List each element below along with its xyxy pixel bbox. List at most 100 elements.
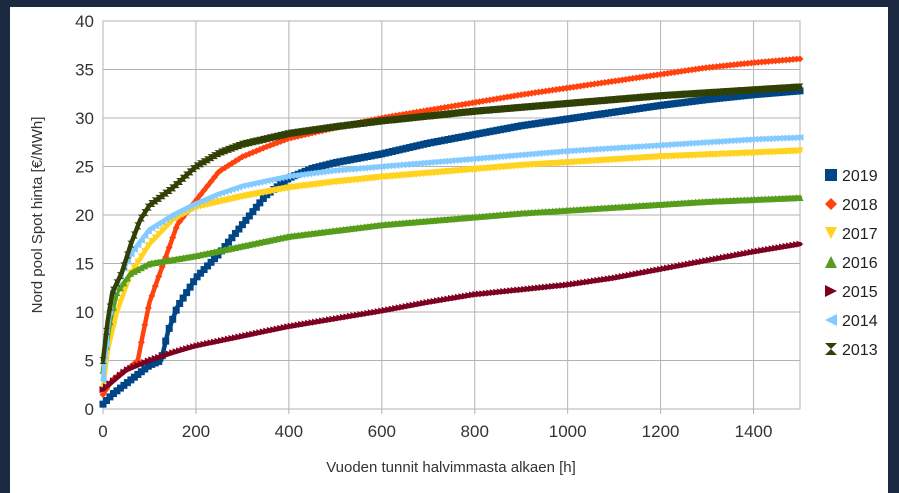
data-point: [148, 200, 156, 208]
data-point: [186, 283, 194, 291]
data-point: [211, 173, 219, 181]
legend-label: 2018: [842, 197, 878, 214]
data-point: [336, 166, 344, 174]
data-point: [402, 160, 410, 168]
data-point: [556, 148, 564, 156]
data-point: [486, 153, 494, 161]
y-tick-label: 20: [75, 206, 94, 225]
legend-label: 2014: [842, 313, 878, 330]
y-tick-label: 5: [85, 352, 94, 371]
data-point: [176, 218, 184, 226]
data-point: [793, 134, 801, 142]
data-point: [583, 146, 591, 154]
data-point: [618, 144, 626, 152]
data-point: [130, 231, 138, 239]
data-point: [489, 153, 497, 161]
data-point: [371, 163, 379, 171]
data-point: [235, 225, 243, 233]
data-point: [211, 255, 219, 263]
data-point: [479, 154, 487, 162]
data-point: [364, 164, 372, 172]
x-tick-label: 800: [461, 422, 489, 441]
data-point: [169, 184, 177, 192]
y-tick-label: 40: [75, 12, 94, 31]
data-point: [646, 142, 654, 150]
data-point: [134, 258, 142, 266]
data-point: [249, 208, 257, 216]
data-point: [186, 168, 194, 176]
y-tick-label: 30: [75, 109, 94, 128]
data-point: [193, 273, 201, 281]
data-point: [259, 195, 267, 203]
data-point: [137, 264, 145, 272]
data-point: [270, 175, 278, 183]
data-point: [569, 147, 577, 155]
data-point: [698, 139, 706, 147]
data-point: [193, 162, 201, 170]
data-point: [664, 141, 672, 149]
data-point: [273, 175, 281, 183]
data-point: [674, 140, 682, 148]
data-point: [228, 234, 236, 242]
data-point: [141, 232, 149, 240]
legend-label: 2019: [842, 168, 878, 185]
data-point: [141, 247, 149, 255]
data-point: [454, 156, 462, 164]
data-point: [256, 146, 264, 154]
data-point: [308, 169, 316, 177]
data-point: [99, 357, 107, 364]
data-point: [211, 152, 219, 160]
data-point: [437, 158, 445, 166]
data-point: [214, 251, 222, 259]
data-point: [507, 152, 515, 160]
data-point: [573, 146, 581, 154]
data-point: [796, 240, 804, 248]
data-point: [782, 134, 790, 142]
data-point: [162, 337, 170, 345]
legend-label: 2015: [842, 284, 878, 301]
legend-marker: [825, 227, 837, 239]
data-point: [224, 238, 232, 246]
data-point: [751, 135, 759, 143]
data-point: [137, 253, 145, 261]
data-point: [528, 150, 536, 158]
data-point: [284, 130, 292, 138]
data-point: [179, 174, 187, 182]
data-point: [134, 266, 142, 274]
data-point: [374, 163, 382, 171]
data-point: [242, 216, 250, 224]
data-point: [144, 227, 152, 235]
data-point: [420, 159, 428, 167]
data-point: [629, 143, 637, 151]
data-point: [705, 138, 713, 146]
data-point: [611, 144, 619, 152]
data-point: [367, 163, 375, 171]
data-point: [127, 250, 135, 258]
chart-panel: 0 5 10 15 20 25 30 35 40 0 200 400 600 800 1000 1200 140…: [10, 7, 888, 493]
data-point: [120, 262, 128, 270]
data-point: [695, 65, 703, 73]
data-point: [200, 266, 208, 274]
data-point: [190, 165, 198, 173]
data-point: [632, 143, 640, 151]
data-point: [158, 192, 166, 200]
data-point: [691, 139, 699, 147]
data-point: [130, 264, 138, 272]
data-point: [552, 148, 560, 156]
data-point: [716, 137, 724, 145]
legend-item: 2016: [825, 255, 878, 272]
series-2016: [99, 194, 804, 374]
data-point: [517, 151, 525, 159]
data-point: [305, 170, 313, 178]
data-point: [434, 158, 442, 166]
y-tick-label: 0: [85, 400, 94, 419]
data-point: [200, 186, 208, 194]
data-point: [155, 230, 163, 238]
legend-item: 2017: [825, 226, 878, 243]
data-point: [409, 160, 417, 168]
legend-marker: [825, 285, 837, 297]
data-point: [615, 144, 623, 152]
data-point: [657, 141, 665, 149]
data-point: [294, 171, 302, 179]
